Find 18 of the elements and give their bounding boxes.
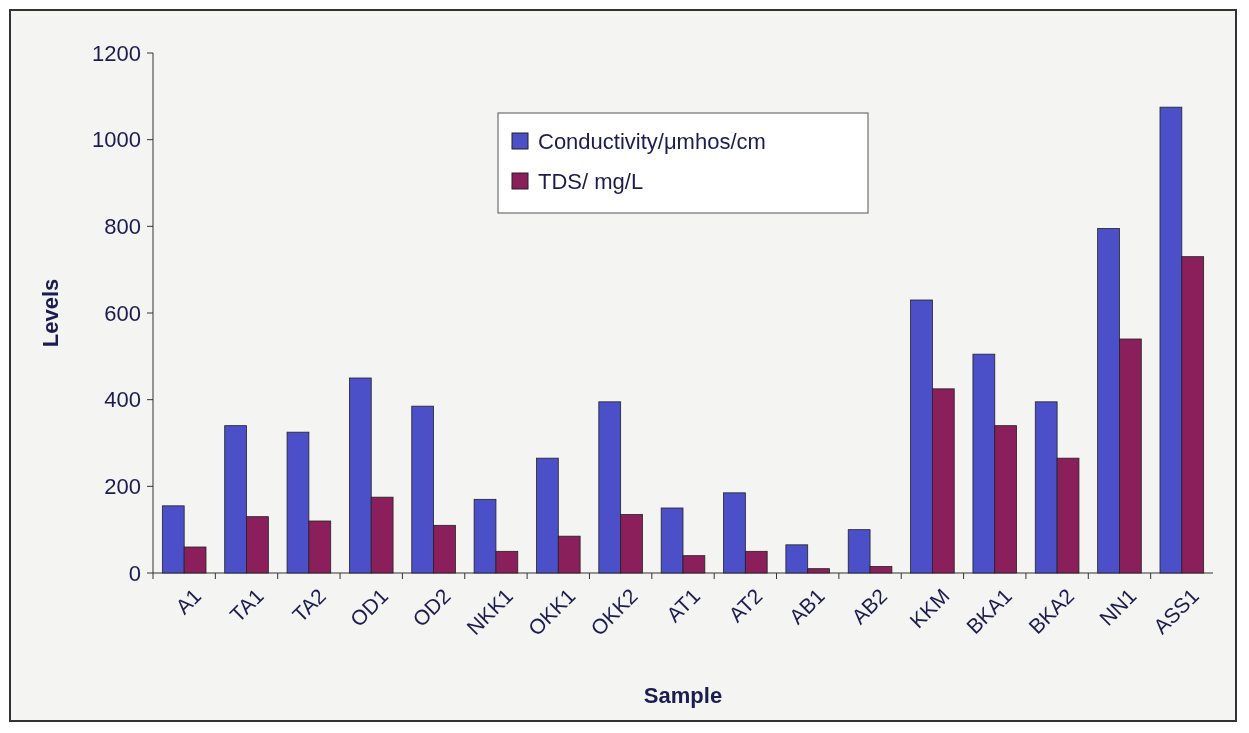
x-tick-label: OD1 bbox=[345, 583, 393, 631]
x-tick-label: AB1 bbox=[784, 583, 829, 629]
y-tick-label: 800 bbox=[104, 214, 141, 240]
x-tick-label: TA1 bbox=[225, 583, 268, 627]
y-tick-label: 1200 bbox=[92, 40, 141, 66]
x-tick-label: TA2 bbox=[287, 583, 331, 627]
legend-label: TDS/ mg/L bbox=[538, 168, 644, 194]
y-tick-label: 0 bbox=[128, 560, 141, 586]
y-tick-label: 400 bbox=[104, 387, 141, 413]
x-tick-label: AT2 bbox=[724, 583, 767, 627]
y-tick-label: 600 bbox=[104, 300, 141, 326]
x-axis-title: Sample bbox=[643, 683, 723, 708]
y-tick-label: 1000 bbox=[92, 127, 141, 153]
y-axis-title: Levels bbox=[38, 278, 63, 348]
legend-label: Conductivity/μmhos/cm bbox=[538, 128, 766, 154]
x-tick-label: A1 bbox=[170, 583, 206, 619]
x-tick-label: AT1 bbox=[661, 583, 705, 627]
y-tick-label: 200 bbox=[104, 474, 141, 500]
